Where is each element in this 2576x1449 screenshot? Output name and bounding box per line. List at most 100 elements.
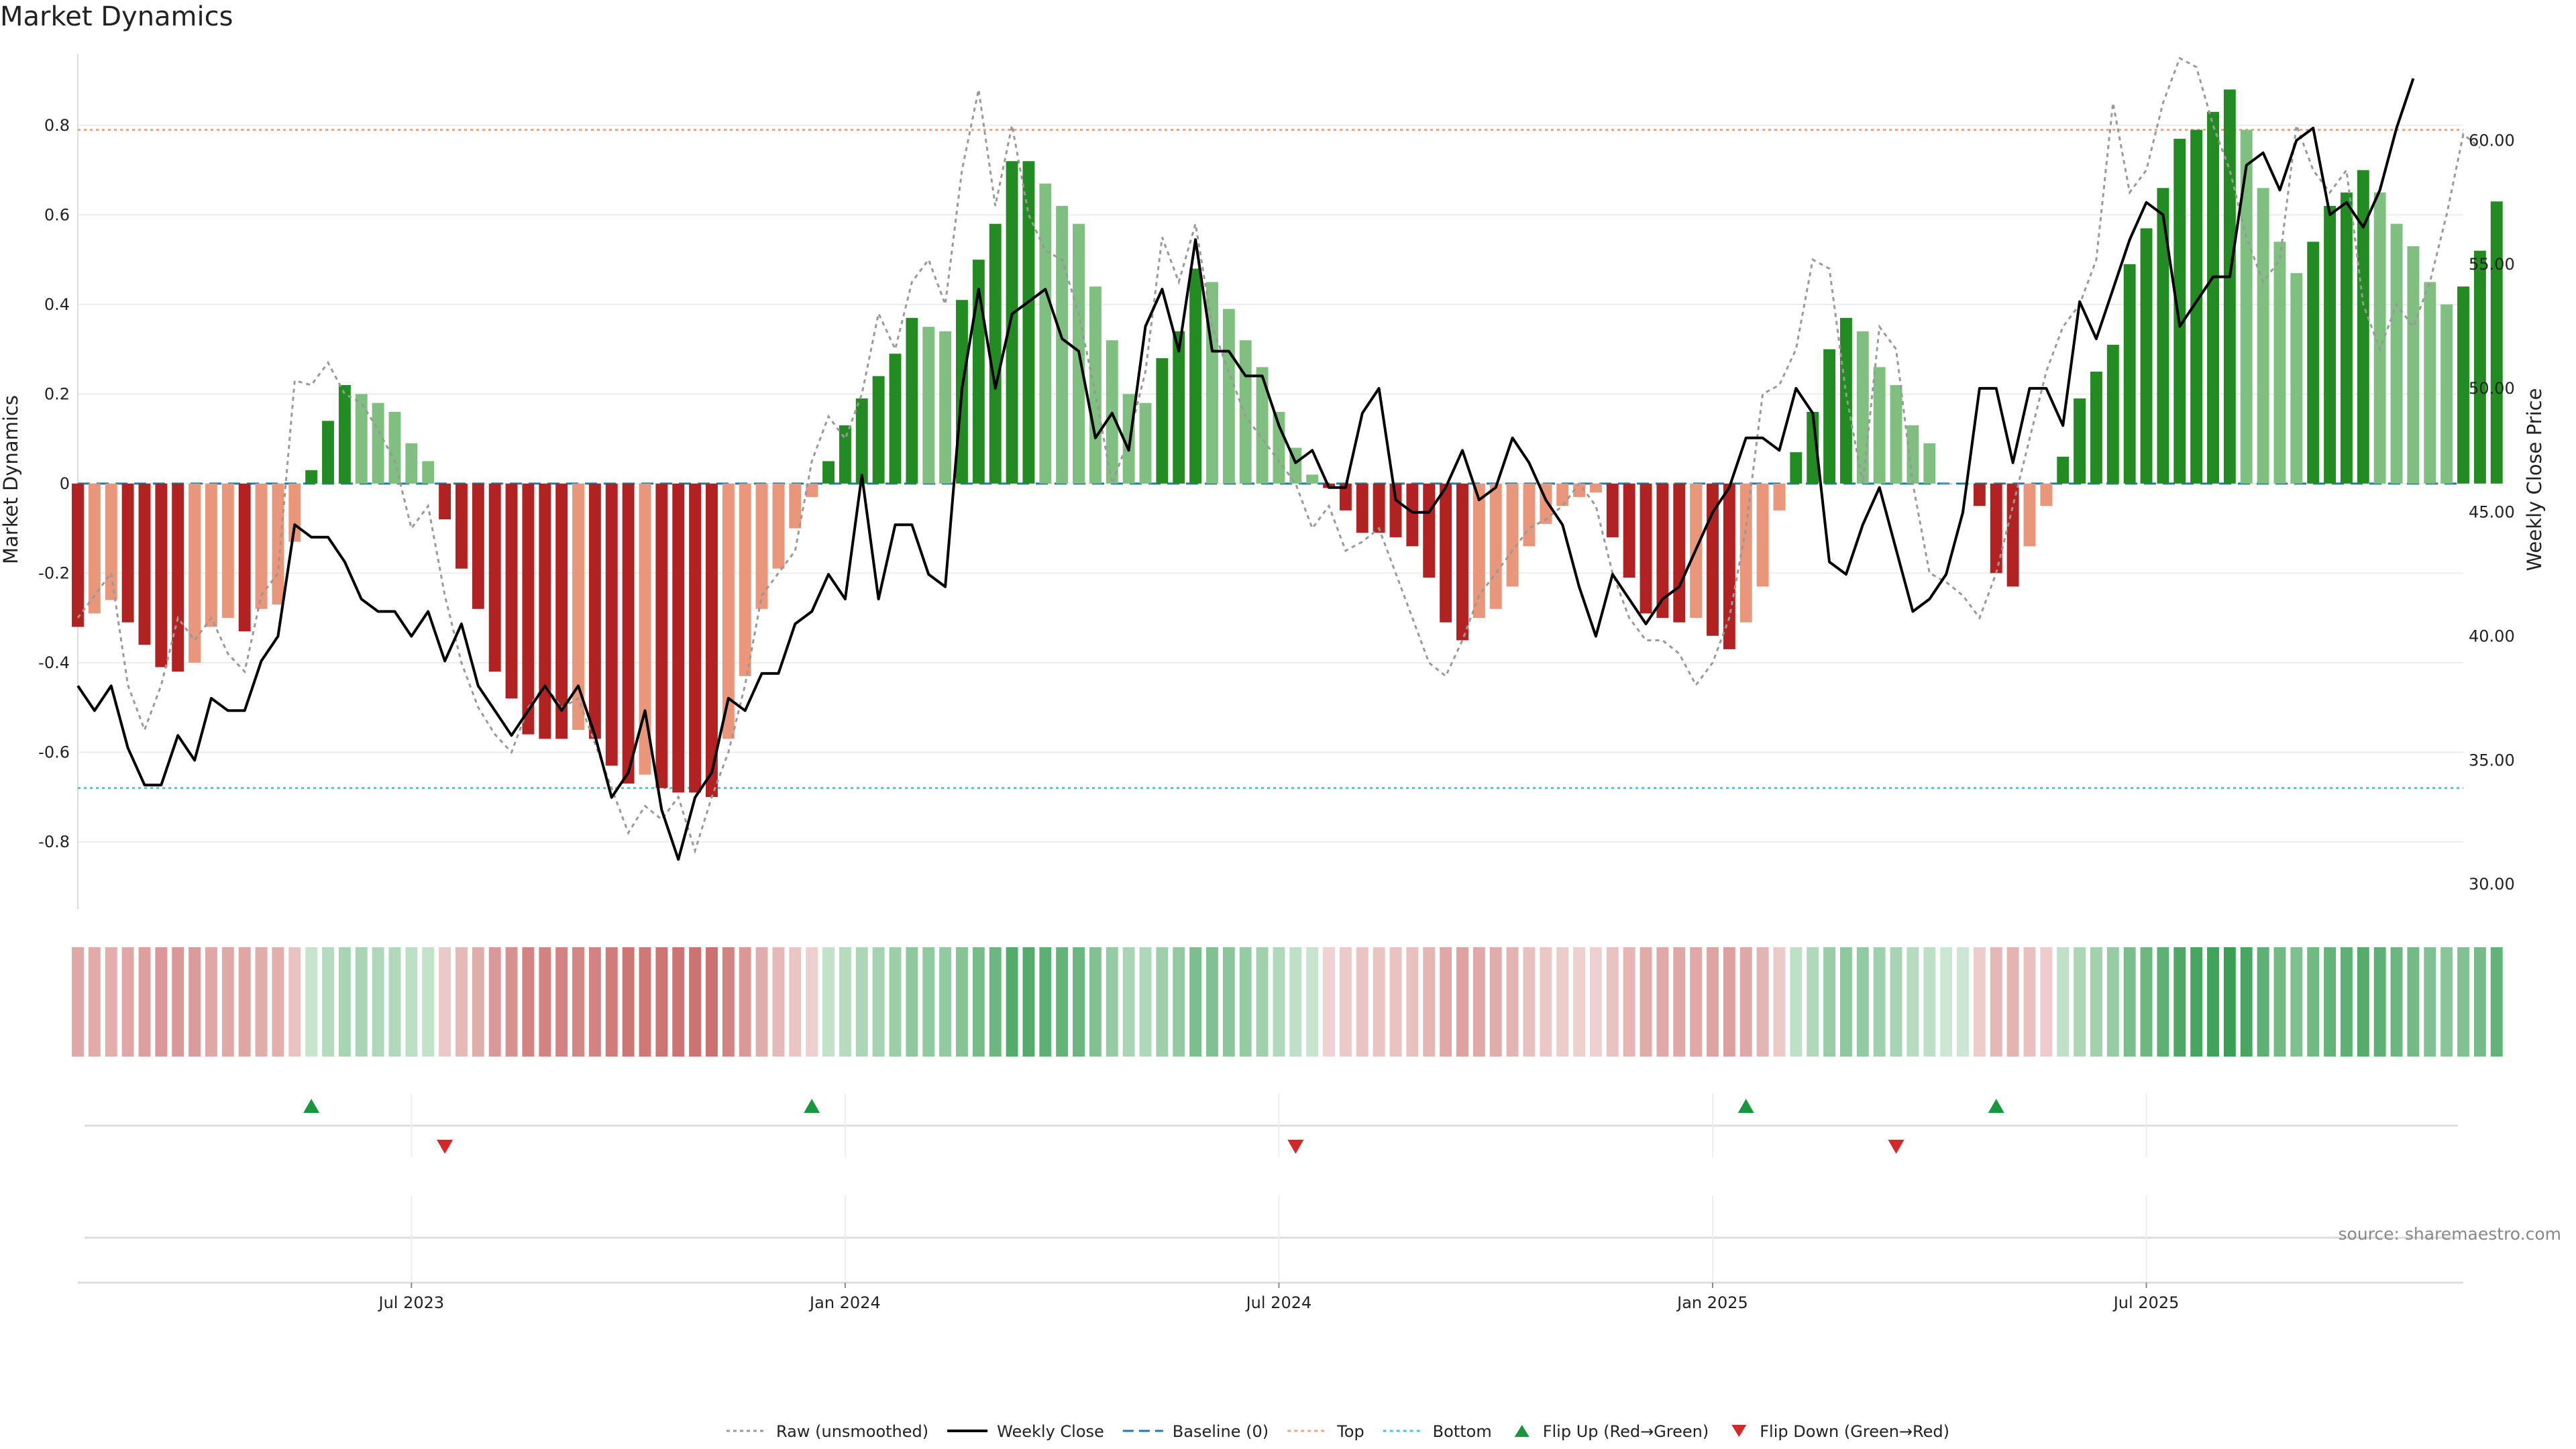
flip-up-marker xyxy=(1988,1099,2004,1113)
dynamics-bar xyxy=(1339,483,1352,511)
dynamics-bar xyxy=(539,483,551,739)
y-axis-label: Market Dynamics xyxy=(0,395,22,564)
dynamics-bar xyxy=(2123,264,2136,484)
heat-cell xyxy=(322,947,334,1057)
heat-cell xyxy=(2090,947,2102,1057)
dynamics-bar xyxy=(2174,138,2186,484)
dynamics-bar xyxy=(522,483,535,735)
y-tick-label: 0.2 xyxy=(44,384,70,403)
heat-cell xyxy=(1189,947,1202,1057)
dynamics-bar xyxy=(889,354,902,484)
dynamics-bar xyxy=(2490,201,2503,484)
legend-item: Baseline (0) xyxy=(1122,1422,1269,1441)
heat-cell xyxy=(1940,947,1953,1057)
heat-cell xyxy=(1890,947,1902,1057)
y2-tick-label: 45.00 xyxy=(2469,503,2515,522)
heat-cell xyxy=(956,947,968,1057)
heat-cell xyxy=(1807,947,1819,1057)
heat-cell xyxy=(1957,947,1969,1057)
dynamics-bar xyxy=(172,483,184,672)
dynamics-bar xyxy=(1790,452,1803,484)
dynamics-bar xyxy=(1356,483,1368,533)
y2-tick-label: 40.00 xyxy=(2469,627,2515,645)
dynamics-bar xyxy=(189,483,201,663)
heat-cell xyxy=(2273,947,2286,1057)
heat-cell xyxy=(2307,947,2320,1057)
y-tick-label: -0.8 xyxy=(38,833,70,851)
legend-label: Raw (unsmoothed) xyxy=(776,1422,928,1441)
dynamics-bar xyxy=(372,402,384,484)
y-tick-label: 0.4 xyxy=(44,295,70,314)
dynamics-bar xyxy=(872,376,885,484)
heat-cell xyxy=(2174,947,2186,1057)
dynamics-bars xyxy=(72,89,2503,798)
heat-cell xyxy=(1039,947,1052,1057)
heat-cell xyxy=(705,947,718,1057)
dynamics-bar xyxy=(772,483,785,569)
dynamics-bar xyxy=(422,461,435,484)
heat-cell xyxy=(1022,947,1035,1057)
heat-cell xyxy=(1623,947,1635,1057)
dynamics-bar xyxy=(1239,340,1252,484)
legend: Raw (unsmoothed) Weekly Close Baseline (0)… xyxy=(727,1422,1949,1441)
heat-cell xyxy=(355,947,368,1057)
legend-label: Baseline (0) xyxy=(1173,1422,1269,1441)
dynamics-bar xyxy=(972,260,985,484)
dynamics-bar xyxy=(722,483,735,739)
legend-item: Weekly Close xyxy=(947,1422,1104,1441)
heat-cell xyxy=(1456,947,1468,1057)
flip-down-marker xyxy=(437,1140,453,1154)
dynamics-bar xyxy=(488,483,501,672)
dynamics-bar xyxy=(1823,349,1836,484)
heat-cell xyxy=(2424,947,2436,1057)
dynamics-bar xyxy=(338,384,351,484)
heat-cell xyxy=(1323,947,1335,1057)
legend-item: Flip Up (Red→Green) xyxy=(1514,1422,1709,1441)
heat-cell xyxy=(1389,947,1402,1057)
dynamics-bar xyxy=(1856,331,1869,484)
heat-cell xyxy=(388,947,401,1057)
heat-cell xyxy=(1573,947,1585,1057)
dynamics-bar xyxy=(1973,483,1986,506)
dynamics-bar xyxy=(505,483,518,699)
heat-cell xyxy=(72,947,84,1057)
legend-label: Flip Up (Red→Green) xyxy=(1543,1422,1709,1441)
y-tick-label: -0.4 xyxy=(38,653,70,672)
flip-panel xyxy=(85,1093,2458,1157)
heat-cell xyxy=(2340,947,2353,1057)
dynamics-bar xyxy=(388,412,401,484)
heat-cell xyxy=(472,947,484,1057)
heat-cell xyxy=(572,947,584,1057)
heat-cell xyxy=(2257,947,2269,1057)
dynamics-bar xyxy=(855,398,868,484)
heat-cell xyxy=(1839,947,1852,1057)
heat-cell xyxy=(539,947,551,1057)
chart-title: Market Dynamics xyxy=(0,1,233,32)
heat-cell xyxy=(488,947,501,1057)
dynamics-bar xyxy=(88,483,101,614)
dynamics-bar xyxy=(1373,483,1385,533)
dynamics-bar xyxy=(1456,483,1468,641)
heat-cell xyxy=(2407,947,2420,1057)
heat-cell xyxy=(1673,947,1686,1057)
dynamics-bar xyxy=(2424,282,2436,484)
flip-up-marker xyxy=(1737,1099,1754,1113)
heat-cell xyxy=(1790,947,1803,1057)
dynamics-bar xyxy=(1489,483,1502,609)
heat-cell xyxy=(1589,947,1602,1057)
dynamics-bar xyxy=(655,483,668,788)
heat-cell xyxy=(1289,947,1302,1057)
dynamics-bar xyxy=(138,483,151,645)
dynamics-bar xyxy=(472,483,484,609)
heat-cell xyxy=(789,947,802,1057)
dynamics-bar xyxy=(1089,286,1102,484)
heat-cell xyxy=(2023,947,2036,1057)
legend-swatch-flip-up xyxy=(1514,1425,1529,1437)
heat-cell xyxy=(155,947,168,1057)
dynamics-bar xyxy=(2074,398,2086,484)
heat-cell xyxy=(1773,947,1786,1057)
dynamics-bar xyxy=(2373,192,2386,484)
heat-cell xyxy=(1923,947,1936,1057)
dynamics-bar xyxy=(939,331,952,484)
dynamics-bar xyxy=(839,425,851,484)
